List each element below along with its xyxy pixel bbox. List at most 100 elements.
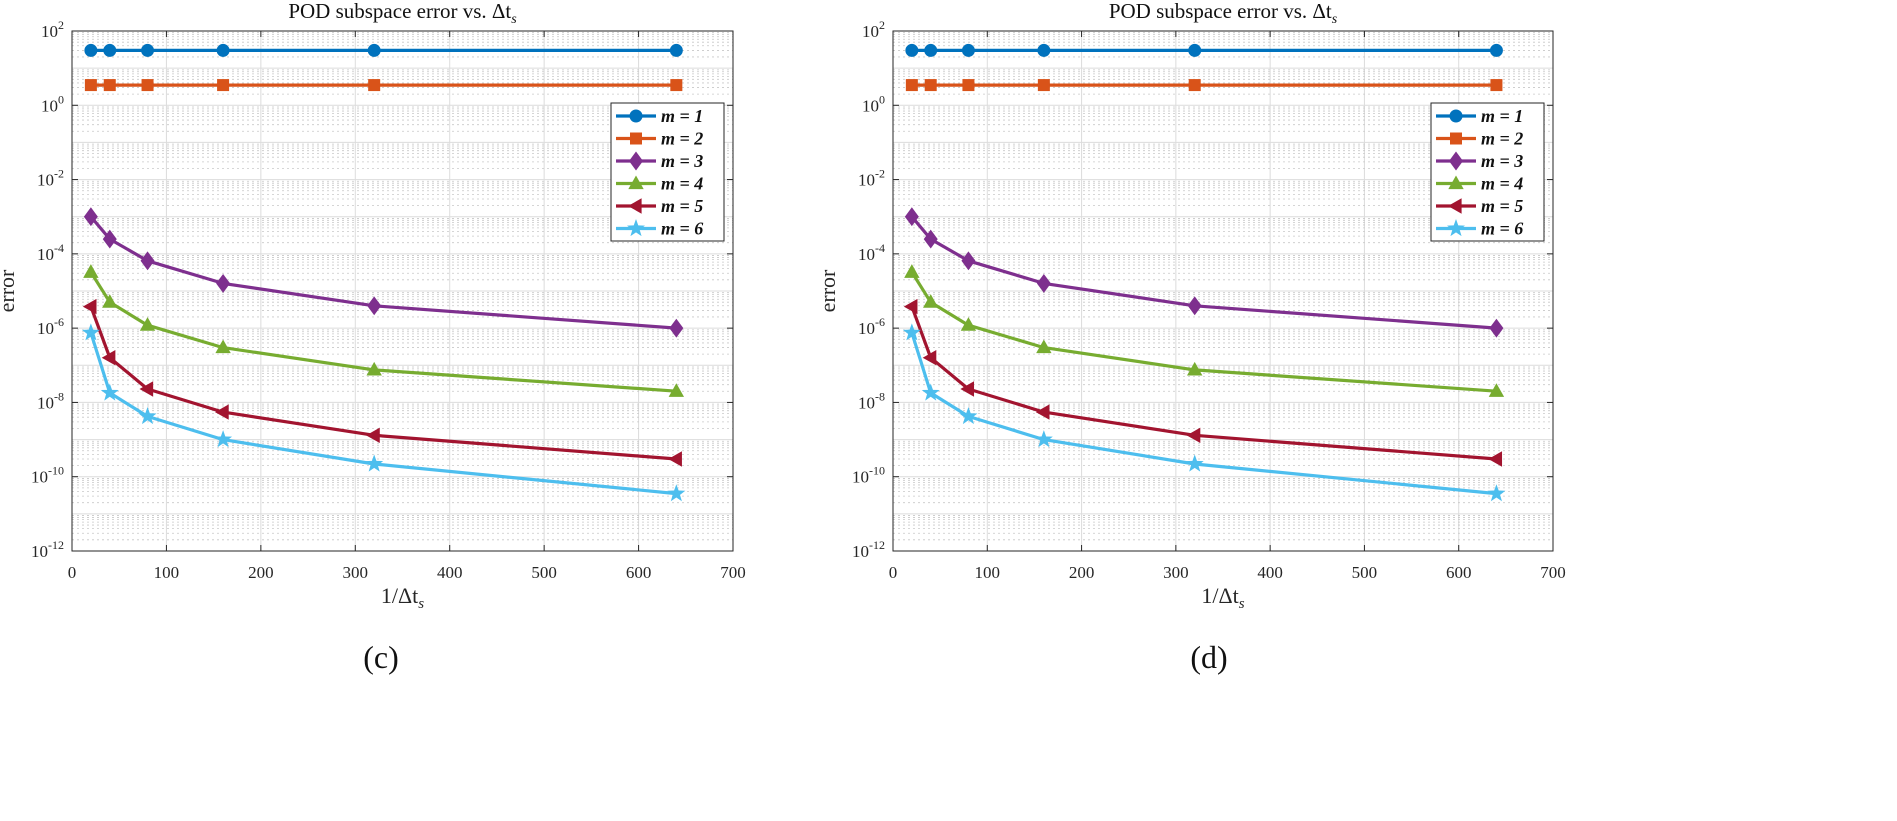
legend-label: m = 5 xyxy=(661,196,703,216)
data-point xyxy=(367,43,381,57)
data-point xyxy=(903,298,918,315)
data-point xyxy=(904,207,919,227)
legend-marker xyxy=(628,175,644,190)
data-point xyxy=(1488,383,1505,397)
y-tick-label: 102 xyxy=(862,18,885,41)
data-point xyxy=(81,323,100,341)
legend-marker xyxy=(629,109,643,123)
legend-marker xyxy=(1449,109,1463,123)
legend-label: m = 4 xyxy=(1481,174,1523,194)
data-point xyxy=(139,381,154,397)
y-tick-label: 102 xyxy=(41,18,64,41)
data-point xyxy=(1489,318,1504,338)
y-tick-label: 10-10 xyxy=(852,464,885,487)
x-tick-label: 600 xyxy=(626,563,652,582)
series-6 xyxy=(81,323,686,502)
data-point xyxy=(365,454,384,472)
data-point xyxy=(141,43,155,57)
chart-title: POD subspace error vs. Δts xyxy=(288,0,517,27)
data-point xyxy=(1188,79,1201,92)
legend-label: m = 3 xyxy=(661,151,703,171)
data-point xyxy=(83,207,98,227)
data-point xyxy=(902,323,921,341)
data-point xyxy=(1185,454,1204,472)
data-point xyxy=(923,229,938,249)
data-point xyxy=(1187,361,1203,376)
series-6 xyxy=(902,323,1506,502)
series-line-6 xyxy=(89,332,677,496)
series-5 xyxy=(82,298,682,467)
data-point xyxy=(140,251,155,271)
data-point xyxy=(216,273,231,293)
axes-box xyxy=(892,30,1554,552)
data-point xyxy=(138,406,157,425)
data-point xyxy=(667,484,686,502)
data-point xyxy=(905,43,919,57)
data-point xyxy=(1037,79,1050,92)
y-tick-label: 10-2 xyxy=(858,167,885,190)
data-point xyxy=(214,430,233,448)
chart-panel-d: 0 100 200 300 400 500 600 700 10-12 10-10 10-8 10-6… xyxy=(815,0,1566,675)
y-tick-label: 10-8 xyxy=(858,389,885,412)
data-point xyxy=(1489,43,1503,57)
y-tick-label: 10-6 xyxy=(858,315,885,338)
data-point xyxy=(366,427,380,444)
data-point xyxy=(217,79,230,92)
series-5 xyxy=(903,298,1503,467)
data-point xyxy=(84,43,98,57)
x-tick-label: 200 xyxy=(1069,563,1095,582)
y-tick-label: 10-4 xyxy=(858,241,885,264)
series-line-4 xyxy=(910,271,1497,393)
series-line-6 xyxy=(910,332,1497,496)
series-1 xyxy=(84,43,683,57)
data-point xyxy=(921,383,940,401)
axes-box xyxy=(71,30,734,552)
data-point xyxy=(905,79,918,92)
series-3 xyxy=(904,207,1504,338)
legend-label: m = 1 xyxy=(661,106,703,126)
x-tick-label: 500 xyxy=(531,563,557,582)
data-point xyxy=(924,79,937,92)
y-tick-label: 10-12 xyxy=(31,538,64,561)
legend-label: m = 2 xyxy=(1481,129,1523,149)
data-point xyxy=(670,79,683,92)
data-point xyxy=(84,79,97,92)
y-tick-label: 10-12 xyxy=(852,538,885,561)
series-line-5 xyxy=(910,306,1497,461)
data-point xyxy=(215,339,231,354)
legend-marker xyxy=(1448,175,1464,190)
legend-marker xyxy=(630,132,642,145)
data-point xyxy=(102,294,118,308)
chart-title: POD subspace error vs. Δts xyxy=(1109,0,1338,27)
data-point xyxy=(1036,339,1052,354)
legend-box xyxy=(610,102,725,242)
x-tick-label: 300 xyxy=(343,563,369,582)
panel-label: (d) xyxy=(1190,639,1227,675)
y-tick-label: 10-10 xyxy=(31,464,64,487)
data-point xyxy=(960,317,977,331)
legend-label: m = 1 xyxy=(1481,106,1523,126)
series-2 xyxy=(84,79,683,92)
x-tick-label: 700 xyxy=(720,563,746,582)
x-axis-label: 1/Δts xyxy=(381,583,424,612)
legend-marker xyxy=(627,219,645,237)
x-tick-label: 0 xyxy=(68,563,77,582)
data-point xyxy=(101,350,116,366)
data-point xyxy=(668,451,682,467)
legend-label: m = 2 xyxy=(661,129,703,149)
y-tick-label: 100 xyxy=(862,92,885,115)
legend-marker xyxy=(1450,132,1462,145)
data-point xyxy=(669,318,684,338)
chart-panel-c: 0 100 200 300 400 500 600 700 10-12 10-10 10-8 10-6… xyxy=(0,0,746,675)
x-tick-label: 400 xyxy=(1257,563,1283,582)
data-point xyxy=(959,406,978,425)
data-point xyxy=(1034,430,1053,448)
legend-label: m = 4 xyxy=(661,174,703,194)
x-tick-label: 600 xyxy=(1446,563,1472,582)
data-point xyxy=(368,79,381,92)
data-point xyxy=(1186,427,1201,444)
y-tick-label: 10-6 xyxy=(37,315,64,338)
x-tick-label: 300 xyxy=(1163,563,1189,582)
legend-marker xyxy=(629,151,643,171)
